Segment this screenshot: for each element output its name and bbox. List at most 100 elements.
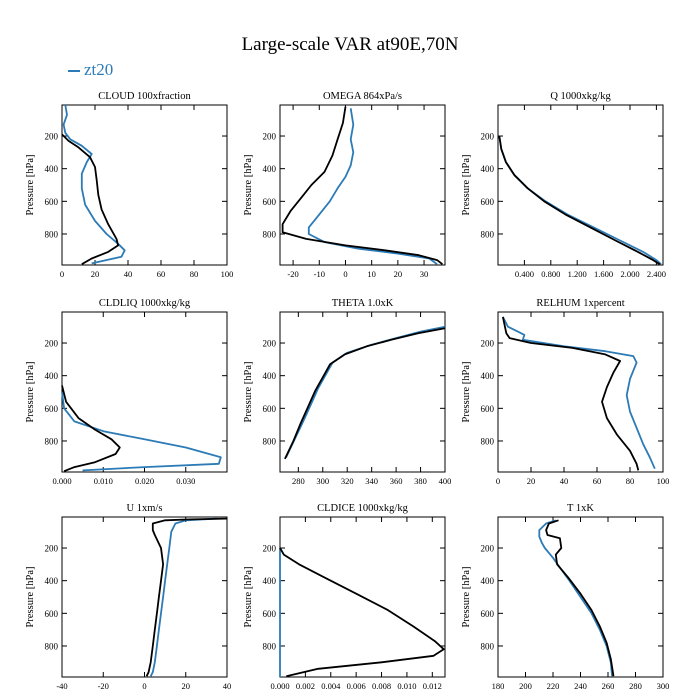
x-tick-label: 280 [629, 681, 642, 691]
x-tick-label: 0.010 [397, 681, 416, 691]
plot-frame [61, 104, 228, 266]
x-tick-label: 300 [316, 476, 329, 486]
y-tick-label: 800 [45, 641, 59, 651]
legend: zt20 [68, 60, 113, 80]
series-line-zt20 [498, 135, 662, 265]
x-tick-label: 0 [60, 269, 64, 279]
x-tick-label: -20 [287, 269, 298, 279]
x-tick-label: 60 [593, 476, 602, 486]
series-line-reference [61, 385, 121, 473]
x-tick-label: 40 [223, 681, 232, 691]
series-line-reference [545, 519, 615, 677]
series-line-reference [145, 517, 228, 677]
x-tick-label: 100 [657, 476, 670, 486]
subplot-title: Q 1000xkg/kg [550, 91, 611, 102]
y-axis-label: Pressure [hPa] [25, 567, 36, 628]
y-tick-label: 600 [481, 197, 495, 207]
y-axis-label: Pressure [hPa] [243, 155, 254, 216]
x-tick-label: 1.200 [568, 269, 587, 279]
y-tick-label: 600 [45, 197, 59, 207]
y-tick-label: 400 [481, 371, 495, 381]
y-axis-label: Pressure [hPa] [25, 362, 36, 423]
subplot-5: THETA 1.0xK Pressure [hPa] 200 400 600 800 280… [243, 298, 451, 486]
y-tick-label: 200 [263, 339, 277, 349]
series-line-reference [61, 133, 119, 265]
x-tick-label: 0.004 [321, 681, 341, 691]
series-line-reference [498, 135, 661, 265]
subplot-title: CLDICE 1000xkg/kg [317, 503, 408, 514]
subplot-9: T 1xK Pressure [hPa] 200 400 600 800 180 200 220… [461, 503, 669, 691]
series-line-reference [281, 106, 443, 265]
x-tick-label: 200 [519, 681, 532, 691]
y-tick-label: 400 [263, 164, 277, 174]
x-tick-label: 0.800 [541, 269, 560, 279]
x-tick-label: 80 [190, 269, 199, 279]
y-tick-label: 600 [45, 404, 59, 414]
figure-title: Large-scale VAR at90E,70N [241, 34, 459, 55]
subplot-title: OMEGA 864xPa/s [323, 91, 402, 102]
x-tick-label: 20 [394, 269, 403, 279]
series-line-zt20 [538, 519, 613, 677]
x-tick-label: 1.600 [594, 269, 613, 279]
y-tick-label: 800 [45, 436, 59, 446]
series-line-reference [502, 316, 640, 471]
y-tick-label: 600 [481, 404, 495, 414]
x-tick-label: 180 [492, 681, 505, 691]
x-tick-label: 60 [157, 269, 166, 279]
legend-label: zt20 [84, 60, 114, 79]
x-tick-label: 0.008 [372, 681, 391, 691]
y-tick-label: 400 [481, 164, 495, 174]
y-tick-label: 200 [481, 132, 495, 142]
x-tick-label: -40 [56, 681, 67, 691]
x-tick-label: 0.000 [270, 681, 289, 691]
subplot-7: U 1xm/s Pressure [hPa] 200 400 600 800 -40 -20 0… [25, 503, 231, 691]
y-tick-label: 600 [481, 609, 495, 619]
y-tick-label: 400 [45, 576, 59, 586]
plot-frame [497, 311, 664, 473]
y-tick-label: 400 [45, 371, 59, 381]
x-tick-label: 300 [657, 681, 670, 691]
plot-frame [497, 104, 664, 266]
series-line-zt20 [307, 108, 438, 265]
y-tick-label: 800 [481, 436, 495, 446]
plot-frame [279, 311, 446, 473]
x-tick-label: 360 [390, 476, 403, 486]
y-tick-label: 600 [263, 404, 277, 414]
x-tick-label: 100 [221, 269, 234, 279]
subplot-title: THETA 1.0xK [332, 298, 394, 309]
x-tick-label: 380 [414, 476, 427, 486]
series-line-reference [284, 327, 446, 460]
x-tick-label: 280 [292, 476, 305, 486]
x-tick-label: 220 [547, 681, 560, 691]
x-tick-label: 0 [343, 269, 347, 279]
y-tick-label: 200 [263, 544, 277, 554]
y-axis-label: Pressure [hPa] [243, 362, 254, 423]
y-tick-label: 800 [481, 229, 495, 239]
y-tick-label: 200 [45, 544, 59, 554]
x-tick-label: 40 [124, 269, 133, 279]
y-tick-label: 800 [263, 436, 277, 446]
y-tick-label: 200 [45, 339, 59, 349]
subplot-title: CLDLIQ 1000xkg/kg [99, 298, 191, 309]
x-tick-label: 0 [142, 681, 146, 691]
x-tick-label: 0.000 [52, 476, 71, 486]
x-tick-label: 20 [527, 476, 536, 486]
x-tick-label: -20 [98, 681, 109, 691]
subplot-title: T 1xK [567, 503, 594, 514]
x-tick-label: 0.400 [515, 269, 534, 279]
x-tick-label: -10 [314, 269, 325, 279]
x-tick-label: 10 [367, 269, 376, 279]
y-tick-label: 800 [263, 229, 277, 239]
plot-frame [61, 516, 228, 678]
x-tick-label: 20 [91, 269, 100, 279]
y-tick-label: 400 [263, 371, 277, 381]
y-tick-label: 600 [45, 609, 59, 619]
x-tick-label: 2.000 [620, 269, 639, 279]
y-tick-label: 800 [45, 229, 59, 239]
x-tick-label: 0.010 [94, 476, 113, 486]
y-tick-label: 400 [263, 576, 277, 586]
series-line-zt20 [61, 391, 222, 472]
series-line-zt20 [62, 104, 126, 265]
